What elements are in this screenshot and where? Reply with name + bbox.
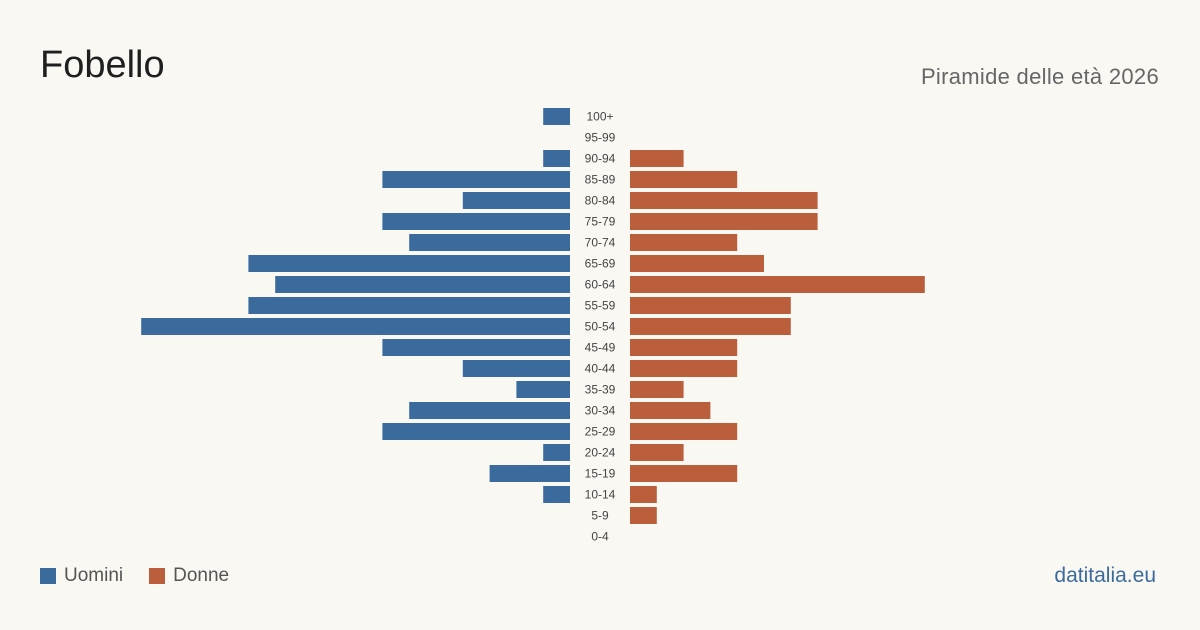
age-label-80-84: 80-84 <box>585 194 616 208</box>
bar-men-45-49 <box>382 339 570 356</box>
bar-men-50-54 <box>141 318 570 335</box>
bar-men-15-19 <box>489 465 570 482</box>
bar-men-25-29 <box>382 423 570 440</box>
legend-item-men: Uomini <box>40 565 123 587</box>
bar-women-70-74 <box>630 234 738 251</box>
bar-men-80-84 <box>462 192 570 209</box>
age-label-10-14: 10-14 <box>585 488 616 502</box>
legend-swatch-men <box>40 568 56 584</box>
bar-women-85-89 <box>630 171 738 188</box>
legend-label-men: Uomini <box>64 565 124 586</box>
bar-women-55-59 <box>630 297 791 314</box>
bar-men-85-89 <box>382 171 570 188</box>
bar-men-30-34 <box>409 402 570 419</box>
age-label-30-34: 30-34 <box>585 404 616 418</box>
bar-men-70-74 <box>409 234 570 251</box>
age-label-55-59: 55-59 <box>585 299 616 313</box>
age-label-60-64: 60-64 <box>585 278 616 292</box>
bar-women-65-69 <box>630 255 764 272</box>
age-label-50-54: 50-54 <box>585 320 616 334</box>
bar-men-60-64 <box>275 276 570 293</box>
population-pyramid-chart: 100+ 95-99 90-94 85-89 80-84 75-79 70-74 65-69 6… <box>141 108 925 544</box>
bar-women-90-94 <box>630 150 684 167</box>
bar-men-55-59 <box>248 297 570 314</box>
bar-women-35-39 <box>630 381 684 398</box>
bar-women-40-44 <box>630 360 738 377</box>
age-label-25-29: 25-29 <box>585 425 616 439</box>
age-label-20-24: 20-24 <box>585 446 616 460</box>
age-label-90-94: 90-94 <box>585 152 616 166</box>
bar-women-10-14 <box>630 486 657 503</box>
bar-men-10-14 <box>543 486 570 503</box>
age-label-5-9: 5-9 <box>591 509 609 523</box>
age-label-65-69: 65-69 <box>585 257 616 271</box>
bar-women-50-54 <box>630 318 791 335</box>
bar-men-75-79 <box>382 213 570 230</box>
bar-men-65-69 <box>248 255 570 272</box>
bar-women-80-84 <box>630 192 818 209</box>
bar-women-30-34 <box>630 402 711 419</box>
age-label-70-74: 70-74 <box>585 236 616 250</box>
age-label-75-79: 75-79 <box>585 215 616 229</box>
legend-item-women: Donne <box>149 565 229 587</box>
age-label-100+: 100+ <box>586 110 613 124</box>
bar-women-5-9 <box>630 507 657 524</box>
age-label-45-49: 45-49 <box>585 341 616 355</box>
bar-women-25-29 <box>630 423 738 440</box>
age-label-95-99: 95-99 <box>585 131 616 145</box>
bar-women-45-49 <box>630 339 738 356</box>
bar-men-20-24 <box>543 444 570 461</box>
bar-women-75-79 <box>630 213 818 230</box>
page-title: Fobello <box>40 44 165 86</box>
chart-legend: Uomini Donne <box>40 565 255 587</box>
bar-women-20-24 <box>630 444 684 461</box>
brand-link[interactable]: datitalia.eu <box>1054 564 1156 587</box>
bar-men-100+ <box>543 108 570 125</box>
legend-swatch-women <box>149 568 166 584</box>
age-label-85-89: 85-89 <box>585 173 616 187</box>
chart-subtitle: Piramide delle età 2026 <box>920 64 1159 89</box>
bar-men-90-94 <box>543 150 570 167</box>
bar-men-40-44 <box>462 360 570 377</box>
bar-women-15-19 <box>630 465 738 482</box>
age-label-40-44: 40-44 <box>585 362 616 376</box>
bar-women-60-64 <box>630 276 925 293</box>
legend-label-women: Donne <box>173 565 230 586</box>
age-label-15-19: 15-19 <box>585 467 616 481</box>
age-label-0-4: 0-4 <box>591 530 609 544</box>
bar-men-35-39 <box>516 381 570 398</box>
age-label-35-39: 35-39 <box>585 383 616 397</box>
